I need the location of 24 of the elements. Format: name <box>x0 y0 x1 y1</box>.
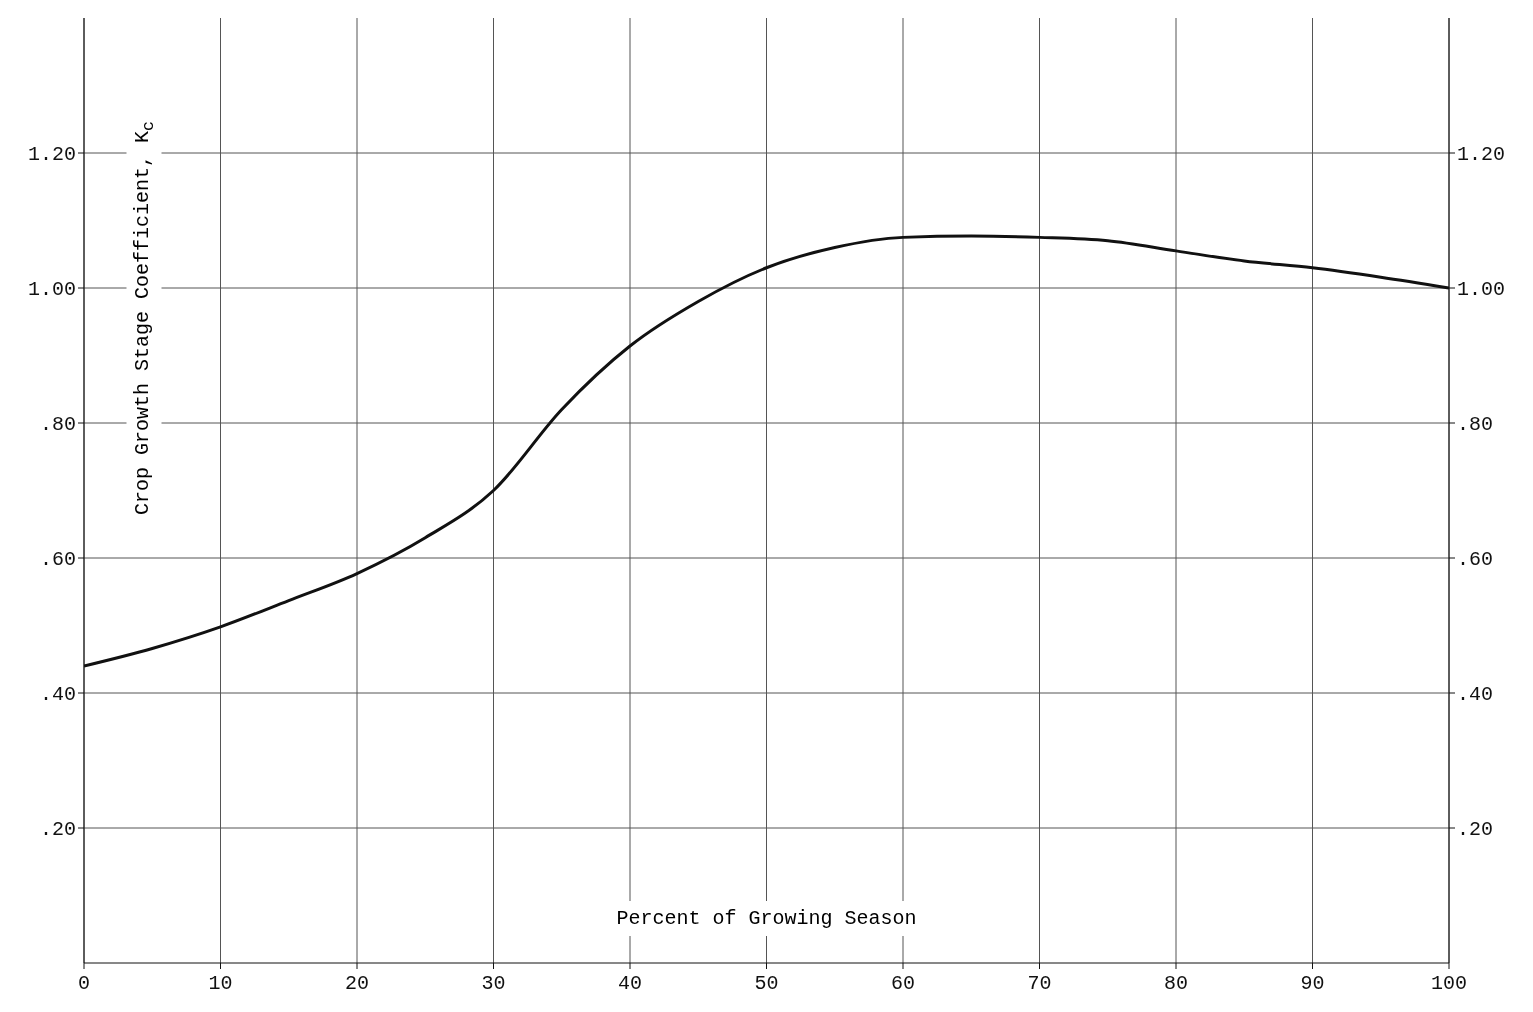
x-tick-label: 10 <box>208 972 233 995</box>
y2-tick-label: .60 <box>1457 548 1494 572</box>
y2-tick-label: .40 <box>1457 683 1494 707</box>
x-tick-label: 20 <box>344 972 370 995</box>
x-tick-label: 60 <box>890 972 916 995</box>
x-tick-label: 90 <box>1300 972 1325 995</box>
y-tick-label: 1.20 <box>27 143 76 167</box>
y-tick-label: .20 <box>39 818 76 842</box>
x-axis-title: Percent of Growing Season <box>602 901 931 936</box>
y-tick-label: .80 <box>39 413 76 437</box>
y-tick-label: 1.00 <box>27 278 76 302</box>
y2-tick-label: .80 <box>1457 413 1494 437</box>
y2-tick-label: 1.20 <box>1457 143 1506 167</box>
x-tick-label: 100 <box>1430 972 1468 995</box>
y2-tick-label: .20 <box>1457 818 1494 842</box>
y-tick-label: .60 <box>39 548 76 572</box>
x-tick-label: 70 <box>1027 972 1052 995</box>
y-tick-label: .40 <box>39 683 76 707</box>
y2-tick-label: 1.00 <box>1457 278 1506 302</box>
x-tick-label: 0 <box>77 972 91 995</box>
x-tick-label: 50 <box>754 972 779 995</box>
x-tick-label: 40 <box>617 972 643 995</box>
x-tick-label: 30 <box>481 972 506 995</box>
x-tick-label: 80 <box>1163 972 1189 995</box>
